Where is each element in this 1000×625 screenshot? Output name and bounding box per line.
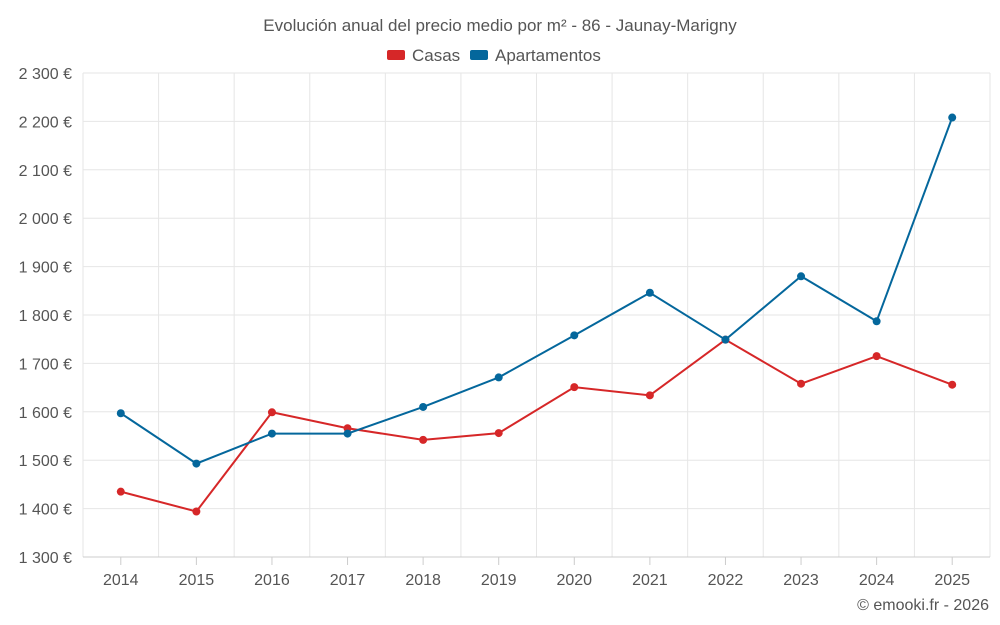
data-point[interactable] — [948, 380, 957, 389]
x-tick-label: 2017 — [330, 572, 366, 589]
legend-swatch — [387, 50, 405, 60]
y-tick-label: 1 800 € — [19, 308, 72, 325]
grid — [82, 72, 991, 558]
series-casas — [116, 335, 957, 516]
data-point[interactable] — [419, 435, 428, 444]
data-point[interactable] — [797, 272, 806, 281]
chart-title: Evolución anual del precio medio por m² … — [263, 16, 737, 35]
x-tick-label: 2022 — [708, 572, 744, 589]
data-point[interactable] — [645, 391, 654, 400]
series-line-casas — [120, 338, 953, 513]
data-point[interactable] — [419, 402, 428, 411]
data-point[interactable] — [267, 408, 276, 417]
data-point[interactable] — [872, 352, 881, 361]
x-tick-label: 2018 — [405, 572, 441, 589]
y-axis-ticks: 1 300 € 1 400 € 1 500 € 1 600 € 1 700 € 1 800… — [19, 66, 72, 567]
data-point[interactable] — [494, 373, 503, 382]
y-tick-label: 2 100 € — [19, 163, 72, 180]
x-axis-ticks: 2014 2015 2016 2017 2018 2019 2020 2021 2022 2023… — [103, 557, 970, 589]
data-point[interactable] — [494, 429, 503, 438]
y-tick-label: 1 300 € — [19, 550, 72, 567]
data-point[interactable] — [872, 317, 881, 326]
y-tick-label: 1 500 € — [19, 453, 72, 470]
x-tick-label: 2020 — [556, 572, 592, 589]
data-point[interactable] — [192, 507, 201, 516]
data-point[interactable] — [116, 409, 125, 418]
legend-item-apartamentos[interactable]: Apartamentos — [470, 46, 601, 65]
legend-item-casas[interactable]: Casas — [387, 46, 460, 65]
x-tick-label: 2021 — [632, 572, 668, 589]
legend-swatch — [470, 50, 488, 60]
x-tick-label: 2025 — [934, 572, 970, 589]
data-point[interactable] — [721, 335, 730, 344]
series-apartamentos — [116, 113, 957, 468]
y-tick-label: 1 600 € — [19, 405, 72, 422]
data-point[interactable] — [116, 487, 125, 496]
legend: Casas Apartamentos — [387, 46, 601, 65]
x-tick-label: 2023 — [783, 572, 819, 589]
y-tick-label: 2 000 € — [19, 211, 72, 228]
data-point[interactable] — [267, 429, 276, 438]
series-line-apartamentos — [120, 117, 954, 465]
legend-label: Apartamentos — [495, 46, 601, 65]
data-point[interactable] — [192, 459, 201, 468]
data-point[interactable] — [645, 288, 654, 297]
x-tick-label: 2014 — [103, 572, 139, 589]
data-point[interactable] — [570, 331, 579, 340]
credit-text: © emooki.fr - 2026 — [857, 597, 989, 614]
data-point[interactable] — [343, 429, 352, 438]
legend-label: Casas — [412, 46, 460, 65]
y-tick-label: 1 700 € — [19, 356, 72, 373]
x-tick-label: 2019 — [481, 572, 517, 589]
y-tick-label: 1 900 € — [19, 260, 72, 277]
x-tick-label: 2015 — [179, 572, 215, 589]
data-point[interactable] — [797, 379, 806, 388]
y-tick-label: 2 300 € — [19, 66, 72, 83]
x-tick-label: 2024 — [859, 572, 895, 589]
y-tick-label: 1 400 € — [19, 502, 72, 519]
data-point[interactable] — [570, 383, 579, 392]
y-tick-label: 2 200 € — [19, 114, 72, 131]
series — [116, 113, 957, 516]
x-tick-label: 2016 — [254, 572, 290, 589]
data-point[interactable] — [948, 113, 957, 122]
